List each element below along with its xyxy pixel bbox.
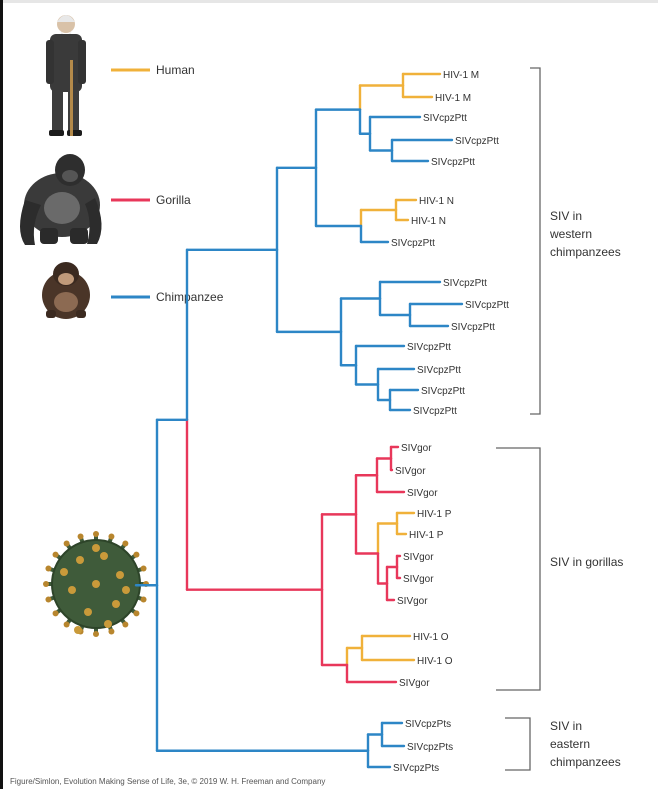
left-border bbox=[0, 0, 3, 789]
tip-label: SIVgor bbox=[399, 678, 430, 689]
top-border bbox=[0, 0, 658, 3]
tip-label: HIV-1 N bbox=[411, 216, 446, 227]
tip-label: SIVcpzPtt bbox=[417, 365, 461, 376]
group-label: chimpanzees bbox=[550, 755, 621, 769]
tip-label: SIVcpzPtt bbox=[413, 406, 457, 417]
tip-label: SIVcpzPtt bbox=[407, 342, 451, 353]
group-bracket bbox=[496, 447, 541, 691]
tip-label: SIVcpzPtt bbox=[431, 157, 475, 168]
tip-label: SIVcpzPts bbox=[407, 742, 453, 753]
group-label: SIV in gorillas bbox=[550, 555, 623, 569]
tip-label: SIVcpzPtt bbox=[423, 113, 467, 124]
tip-label: HIV-1 O bbox=[413, 632, 449, 643]
group-label: eastern bbox=[550, 737, 590, 751]
human-figure-icon bbox=[46, 15, 86, 136]
tip-label: HIV-1 N bbox=[419, 196, 454, 207]
group-label: SIV in bbox=[550, 719, 582, 733]
tip-label: SIVgor bbox=[403, 574, 434, 585]
virus-particle-icon bbox=[43, 531, 149, 637]
tip-label: SIVgor bbox=[401, 443, 432, 454]
chimpanzee-icon bbox=[42, 262, 90, 319]
tip-label: SIVcpzPtt bbox=[451, 322, 495, 333]
group-bracket bbox=[505, 717, 531, 771]
group-label: SIV in bbox=[550, 209, 582, 223]
tip-label: SIVgor bbox=[407, 488, 438, 499]
figure-caption: Figure/Simlon, Evolution Making Sense of… bbox=[10, 777, 326, 786]
tip-label: SIVgor bbox=[395, 466, 426, 477]
tip-label: SIVcpzPts bbox=[393, 763, 439, 774]
tip-label: SIVcpzPtt bbox=[465, 300, 509, 311]
tip-label: HIV-1 P bbox=[409, 530, 444, 541]
group-label: western bbox=[549, 227, 592, 241]
tip-label: SIVcpzPtt bbox=[421, 386, 465, 397]
tip-label: HIV-1 O bbox=[417, 656, 453, 667]
tip-label: SIVcpzPtt bbox=[443, 278, 487, 289]
tip-label: SIVgor bbox=[403, 552, 434, 563]
group-label: chimpanzees bbox=[550, 245, 621, 259]
group-bracket bbox=[530, 67, 541, 415]
legend-label-gorilla: Gorilla bbox=[156, 193, 191, 207]
tip-label: SIVcpzPtt bbox=[455, 136, 499, 147]
tip-label: SIVgor bbox=[397, 596, 428, 607]
gorilla-icon bbox=[20, 154, 102, 245]
legend-label-chimpanzee: Chimpanzee bbox=[156, 290, 224, 304]
tip-label: HIV-1 P bbox=[417, 509, 452, 520]
legend-label-human: Human bbox=[156, 63, 195, 77]
tip-label: HIV-1 M bbox=[435, 93, 471, 104]
tip-label: SIVcpzPts bbox=[405, 719, 451, 730]
tip-label: SIVcpzPtt bbox=[391, 238, 435, 249]
tip-label: HIV-1 M bbox=[443, 70, 479, 81]
